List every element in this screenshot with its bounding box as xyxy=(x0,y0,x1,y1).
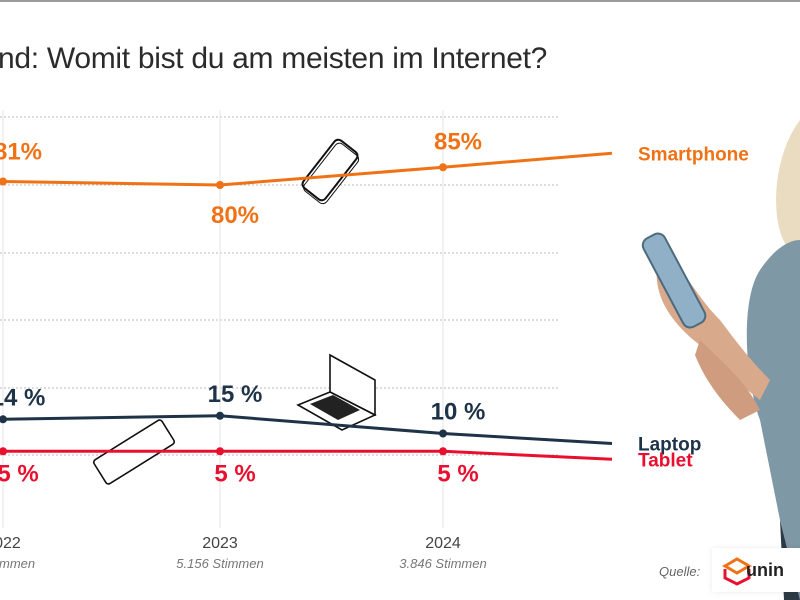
x-tick-label: 2022 xyxy=(0,535,21,552)
device-illustrations xyxy=(92,138,377,485)
data-point xyxy=(216,411,224,420)
data-label: 5 % xyxy=(0,460,39,487)
data-point xyxy=(439,429,447,438)
vote-count: 5 Stimmen xyxy=(0,556,35,571)
data-label: 81% xyxy=(0,138,42,165)
data-point xyxy=(0,415,7,424)
data-label: 14 % xyxy=(0,384,45,411)
chart-title: nd: Womit bist du am meisten im Internet… xyxy=(0,42,548,75)
laptop-icon xyxy=(296,353,377,431)
vote-count: 5.156 Stimmen xyxy=(176,556,263,571)
series-line-smartphone xyxy=(2,151,613,187)
data-labels: 81% 80% 85% Smartphone 14 % 15 % 10 % Laptop 5 %… xyxy=(0,128,749,487)
data-label: 15 % xyxy=(208,381,263,408)
data-label: 5 % xyxy=(437,460,478,487)
smartphone-icon xyxy=(301,138,360,205)
x-tick-label: 2023 xyxy=(202,535,238,552)
series-lines xyxy=(0,151,613,461)
grid xyxy=(0,110,560,528)
data-point xyxy=(0,177,7,186)
x-tick-label: 2024 xyxy=(425,535,461,552)
data-point xyxy=(439,163,447,172)
series-line-laptop xyxy=(2,414,613,445)
data-label: 85% xyxy=(434,128,482,155)
logo-icon xyxy=(722,557,752,586)
x-axis: 2022 5 Stimmen 2023 5.156 Stimmen 2024 3.846 … xyxy=(0,535,487,571)
series-label-tablet: Tablet xyxy=(638,450,693,471)
data-label: 5 % xyxy=(214,460,255,487)
source-label: Quelle: xyxy=(659,564,701,579)
vote-count: 3.846 Stimmen xyxy=(399,556,486,571)
series-line-tablet xyxy=(3,449,613,461)
top-border xyxy=(0,0,800,2)
series-label-smartphone: Smartphone xyxy=(638,144,749,165)
unicum-logo[interactable]: unin xyxy=(712,548,800,592)
data-point xyxy=(216,447,224,456)
series-label-laptop: Laptop xyxy=(638,435,701,456)
data-label: 10 % xyxy=(431,399,486,426)
data-point xyxy=(439,447,447,456)
data-point xyxy=(216,181,224,189)
data-label: 80% xyxy=(211,202,259,229)
data-point xyxy=(0,447,7,456)
logo-text: unin xyxy=(746,560,784,580)
person-with-phone-photo xyxy=(641,120,800,600)
